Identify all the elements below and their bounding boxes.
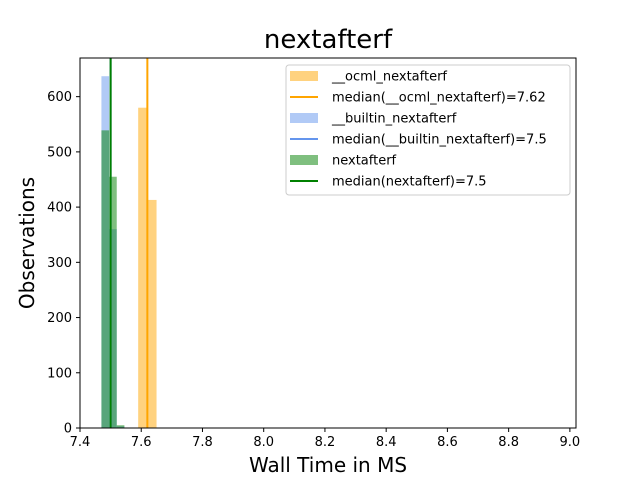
bar-2-1 (109, 176, 117, 428)
legend-label-1: __builtin_nextafterf (331, 112, 457, 127)
x-tick-label: 7.4 (70, 435, 91, 450)
y-tick-label: 500 (47, 145, 72, 160)
legend-swatch-2 (290, 155, 318, 165)
y-tick-label: 100 (47, 366, 72, 381)
legend-swatch-0 (290, 71, 318, 81)
bar-2-0 (101, 130, 110, 429)
x-tick-label: 8.4 (376, 435, 397, 450)
legend-label-0: __ocml_nextafterf (331, 70, 447, 85)
x-axis-label: Wall Time in MS (249, 453, 407, 477)
y-tick-label: 200 (47, 311, 72, 326)
legend-label-2: nextafterf (332, 154, 397, 169)
y-tick-label: 400 (47, 201, 72, 216)
y-tick-label: 300 (47, 256, 72, 271)
x-axis-ticks: 7.4 7.6 7.8 8.0 8.2 8.4 8.6 8.8 9.0 (70, 428, 581, 450)
histogram-bars (101, 76, 157, 429)
y-axis-label: Observations (15, 177, 39, 309)
plot-area-frame (79, 57, 577, 429)
median-lines (109, 58, 149, 428)
y-tick-label: 600 (47, 90, 72, 105)
x-tick-label: 7.6 (131, 435, 152, 450)
bar-2-2 (116, 425, 125, 428)
x-tick-label: 8.2 (315, 435, 336, 450)
chart-title: nextafterf (264, 25, 393, 55)
bar-0-1 (147, 199, 157, 428)
x-tick-label: 8.8 (498, 435, 519, 450)
x-tick-label: 7.8 (192, 435, 213, 450)
x-tick-label: 9.0 (560, 435, 581, 450)
legend-median-label-2: median(nextafterf)=7.5 (332, 175, 487, 190)
bar-0-0 (138, 107, 148, 429)
legend-swatch-1 (290, 113, 318, 123)
legend-median-label-1: median(__builtin_nextafterf)=7.5 (332, 133, 547, 148)
legend: __ocml_nextafterf median(__ocml_nextafter… (285, 64, 571, 196)
x-tick-label: 8.0 (253, 435, 274, 450)
y-tick-label: 0 (64, 422, 72, 437)
x-tick-label: 8.6 (437, 435, 458, 450)
y-axis-ticks: 0 100 200 300 400 500 600 (47, 90, 80, 437)
legend-median-label-0: median(__ocml_nextafterf)=7.62 (332, 91, 546, 106)
legend-frame (285, 64, 571, 196)
